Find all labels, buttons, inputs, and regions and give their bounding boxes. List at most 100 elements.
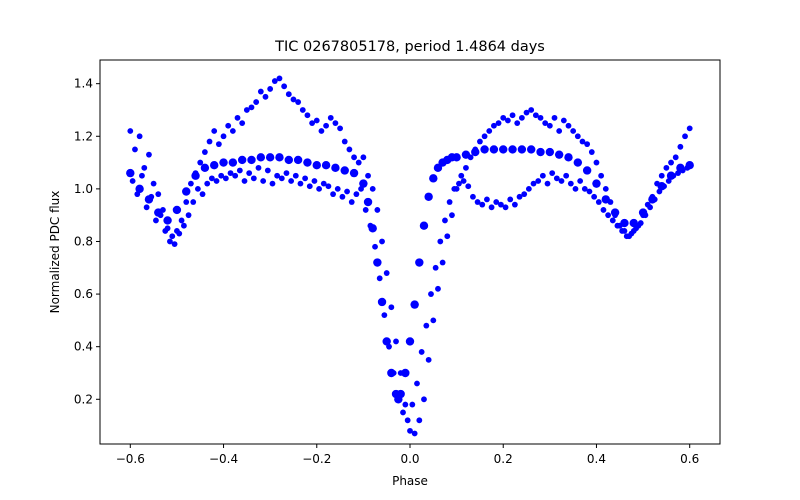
data-point: [200, 163, 210, 173]
data-point: [546, 122, 553, 129]
data-point: [430, 317, 437, 324]
data-point: [339, 193, 346, 200]
data-point: [247, 155, 256, 165]
data-point: [383, 270, 390, 276]
data-point: [265, 153, 275, 162]
data-point: [432, 264, 439, 271]
data-point: [141, 164, 148, 171]
data-point: [518, 114, 525, 121]
data-point: [248, 104, 255, 111]
data-point: [686, 125, 693, 132]
data-point: [241, 178, 248, 184]
data-point: [150, 180, 157, 187]
data-point: [340, 166, 349, 175]
y-tick-label: 1.2: [74, 129, 93, 143]
data-point: [411, 430, 418, 437]
data-point: [323, 122, 329, 129]
data-point: [574, 133, 581, 140]
data-point: [498, 201, 504, 208]
scatter-points: [126, 75, 694, 437]
data-point: [219, 158, 228, 167]
data-point: [567, 180, 574, 187]
data-point: [407, 427, 413, 434]
data-point: [435, 285, 441, 292]
data-point: [135, 184, 144, 194]
data-point: [565, 122, 572, 129]
data-point: [292, 172, 299, 179]
data-point: [528, 107, 535, 113]
data-point: [460, 178, 467, 184]
data-point: [155, 191, 162, 198]
data-point: [274, 172, 281, 179]
data-point: [157, 212, 164, 219]
data-point: [658, 172, 665, 179]
x-axis-ticks: −0.6 −0.4 −0.2 0.0 0.2 0.4 0.6: [116, 444, 699, 466]
data-point: [549, 170, 556, 177]
y-tick-label: 1.4: [74, 77, 93, 91]
data-point: [500, 114, 507, 121]
data-point: [227, 170, 234, 177]
data-point: [421, 396, 427, 403]
data-point: [508, 145, 517, 154]
data-point: [677, 143, 684, 150]
data-point: [542, 120, 549, 127]
data-point: [256, 153, 266, 162]
data-point: [167, 238, 173, 245]
data-point: [225, 122, 232, 129]
data-point: [554, 150, 564, 159]
data-point: [264, 167, 271, 174]
data-point: [283, 170, 290, 177]
data-point: [183, 199, 190, 205]
data-point: [449, 212, 455, 219]
data-point: [523, 109, 530, 116]
data-point: [199, 191, 206, 198]
data-point: [362, 207, 369, 213]
data-point: [545, 147, 555, 157]
data-point: [353, 191, 360, 198]
data-point: [679, 167, 686, 174]
data-point: [169, 233, 176, 240]
data-point: [257, 88, 264, 95]
data-point: [210, 161, 219, 170]
data-point: [234, 114, 241, 121]
data-point: [584, 141, 591, 148]
data-point: [628, 230, 635, 237]
data-point: [208, 175, 215, 182]
data-point: [388, 304, 395, 311]
data-point: [419, 221, 429, 230]
data-point: [290, 96, 297, 103]
data-point: [126, 168, 135, 178]
data-point: [397, 370, 404, 376]
data-point: [341, 138, 348, 145]
data-point: [480, 145, 489, 154]
data-point: [502, 204, 509, 211]
data-point: [527, 145, 536, 154]
data-point: [148, 193, 155, 200]
data-point: [250, 175, 257, 182]
data-point: [160, 207, 166, 213]
data-point: [162, 228, 169, 234]
data-point: [278, 175, 285, 182]
data-point: [672, 154, 679, 161]
y-tick-label: 0.6: [74, 287, 93, 301]
data-point: [358, 185, 364, 192]
data-point: [327, 114, 334, 121]
data-point: [275, 153, 284, 162]
data-point: [377, 297, 387, 307]
data-point: [516, 193, 523, 200]
data-point: [262, 93, 269, 100]
data-point: [614, 222, 621, 229]
y-axis-ticks: 0.2 0.4 0.6 0.8 1.0 1.2 1.4: [74, 77, 100, 406]
data-point: [472, 146, 479, 153]
data-point: [532, 112, 539, 119]
data-point: [153, 217, 159, 224]
y-tick-label: 0.2: [74, 392, 93, 406]
data-point: [363, 197, 373, 207]
data-point: [563, 172, 570, 179]
data-point: [668, 159, 674, 166]
data-point: [517, 145, 527, 154]
data-point: [444, 233, 451, 240]
x-tick-label: 0.6: [680, 452, 699, 466]
data-point: [288, 178, 295, 184]
data-point: [232, 172, 239, 179]
